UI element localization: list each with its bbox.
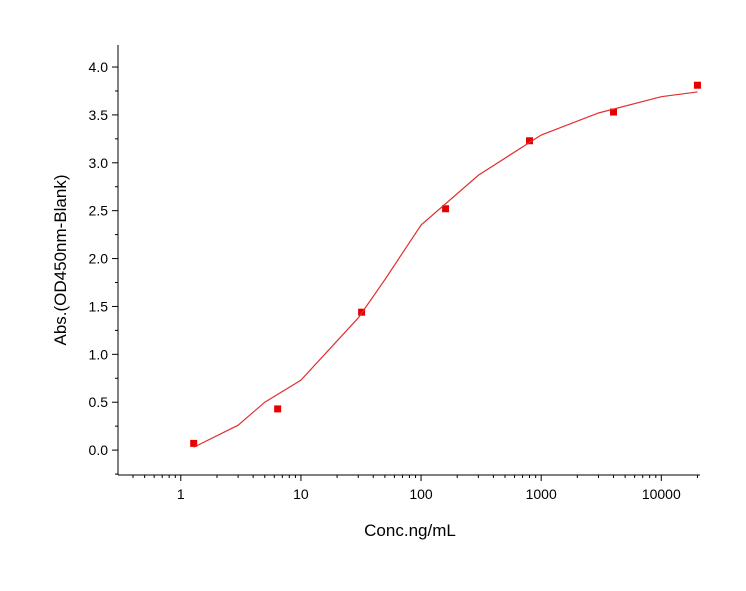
x-tick-label: 1: [177, 486, 185, 502]
x-axis-label: Conc.ng/mL: [364, 521, 456, 540]
x-tick-label: 1000: [526, 486, 557, 502]
data-point: [190, 439, 198, 447]
x-tick-label: 100: [409, 486, 433, 502]
y-tick-label: 4.0: [89, 59, 109, 75]
y-axis-label: Abs.(OD450nm-Blank): [51, 174, 70, 345]
x-tick-label: 10: [293, 486, 309, 502]
data-point: [526, 137, 534, 145]
y-tick-label: 3.5: [89, 107, 109, 123]
y-tick-label: 1.5: [89, 298, 109, 314]
y-tick-label: 2.0: [89, 251, 109, 267]
y-tick-label: 0.5: [89, 394, 109, 410]
fit-curve: [193, 91, 698, 448]
data-point: [609, 108, 617, 116]
data-point: [442, 205, 450, 213]
data-point: [693, 81, 701, 89]
y-tick-label: 2.5: [89, 203, 109, 219]
data-point: [274, 405, 282, 413]
x-tick-label: 10000: [642, 486, 681, 502]
y-tick-label: 0.0: [89, 442, 109, 458]
y-tick-label: 1.0: [89, 346, 109, 362]
y-tick-label: 3.0: [89, 155, 109, 171]
